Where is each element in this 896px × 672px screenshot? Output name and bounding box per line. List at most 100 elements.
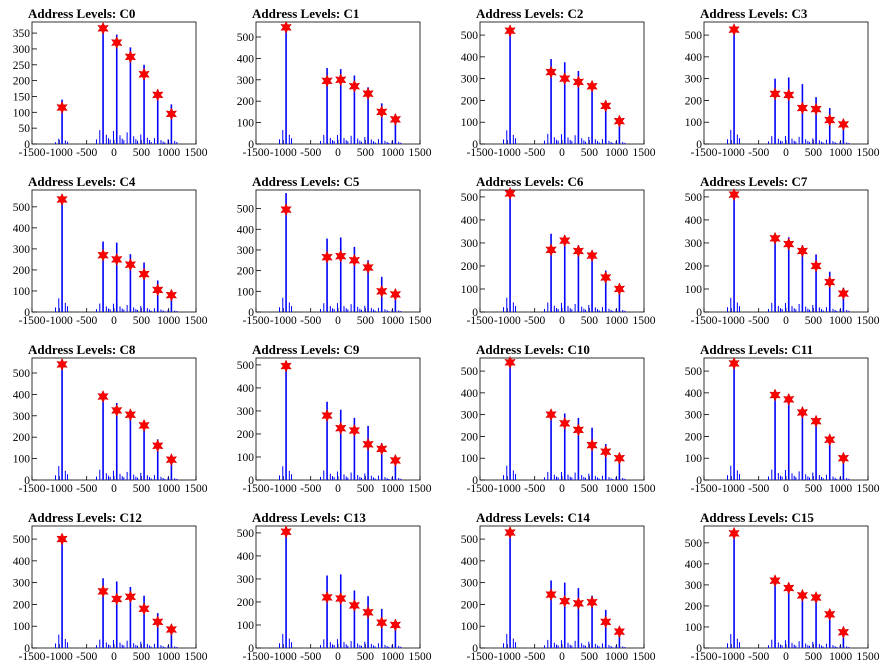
x-tick-label: -500 <box>524 315 545 327</box>
x-tick-label: -1500 <box>243 147 270 159</box>
x-tick-label: 500 <box>581 483 599 495</box>
y-tick-label: 100 <box>461 621 479 633</box>
star-icon <box>559 234 571 248</box>
y-tick-label: 500 <box>685 366 703 378</box>
star-icon <box>824 275 836 289</box>
y-tick-label: 500 <box>685 192 703 204</box>
star-icon <box>796 405 809 420</box>
chart-title: Address Levels: C14 <box>476 510 590 525</box>
star-icon <box>124 258 137 272</box>
x-tick-label: -500 <box>76 483 97 495</box>
y-tick-label: 300 <box>461 578 479 590</box>
star-icon <box>335 73 347 87</box>
y-tick-label: 250 <box>13 60 31 72</box>
x-tick-label: -1000 <box>494 147 521 159</box>
x-tick-label: 500 <box>133 483 151 495</box>
x-tick-label: -500 <box>748 483 769 495</box>
y-tick-label: 300 <box>461 410 479 422</box>
star-icon <box>389 112 402 127</box>
y-tick-label: 350 <box>13 28 31 40</box>
x-tick-label: 1000 <box>381 483 404 495</box>
x-tick-label: 0 <box>559 651 565 663</box>
star-icon <box>321 74 333 88</box>
star-icon <box>783 581 795 595</box>
x-tick-label: 500 <box>805 315 823 327</box>
star-icon <box>572 244 585 258</box>
x-tick-label: -1000 <box>270 147 297 159</box>
y-tick-label: 300 <box>685 238 703 250</box>
star-icon <box>613 451 626 465</box>
star-icon <box>728 23 740 37</box>
chart-panel: Address Levels: C4 0 100 200 300 400 500 -1500-… <box>0 168 224 336</box>
x-tick-label: 0 <box>335 651 341 663</box>
star-icon <box>376 284 388 298</box>
star-icon <box>165 453 178 467</box>
x-tick-label: 0 <box>335 147 341 159</box>
chart-svg: Address Levels: C50100200300400500-1500-… <box>237 174 432 327</box>
x-tick-label: -1500 <box>243 651 270 663</box>
star-icon <box>769 87 781 101</box>
star-icon <box>348 79 361 93</box>
y-tick-label: 200 <box>461 261 479 273</box>
star-icon <box>389 287 402 302</box>
y-tick-label: 400 <box>685 215 703 227</box>
y-tick-label: 100 <box>461 117 479 129</box>
x-tick-label: 1500 <box>409 147 432 159</box>
y-tick-label: 0 <box>696 307 702 319</box>
y-tick-label: 50 <box>19 123 31 135</box>
star-icon <box>728 187 740 202</box>
y-tick-label: 400 <box>685 388 703 400</box>
star-icon <box>97 389 109 404</box>
y-tick-label: 300 <box>237 75 255 87</box>
y-tick-label: 100 <box>461 453 479 465</box>
y-tick-label: 100 <box>13 621 31 633</box>
x-tick-label: -1500 <box>19 315 46 327</box>
y-tick-label: 100 <box>237 286 255 298</box>
star-icon <box>728 526 740 540</box>
star-icon <box>613 282 626 296</box>
star-icon <box>362 260 374 275</box>
chart-title: Address Levels: C12 <box>28 510 142 525</box>
x-tick-label: -500 <box>748 315 769 327</box>
y-tick-label: 0 <box>248 139 254 151</box>
y-tick-label: 200 <box>13 76 31 88</box>
y-tick-label: 300 <box>13 44 31 56</box>
x-tick-label: 1500 <box>185 483 208 495</box>
y-tick-label: 0 <box>248 307 254 319</box>
x-tick-label: -1500 <box>691 315 718 327</box>
star-icon <box>124 590 137 604</box>
star-icon <box>348 423 361 438</box>
star-icon <box>504 186 516 201</box>
star-icon <box>796 244 809 258</box>
x-tick-label: 0 <box>111 147 117 159</box>
star-icon <box>824 433 836 447</box>
star-icon <box>335 421 347 435</box>
x-tick-label: -1000 <box>718 315 745 327</box>
x-tick-label: 1500 <box>185 315 208 327</box>
x-tick-label: 0 <box>783 315 789 327</box>
star-icon <box>559 416 571 430</box>
x-tick-label: -1500 <box>467 147 494 159</box>
star-icon <box>56 357 68 372</box>
y-tick-label: 0 <box>24 475 30 487</box>
y-tick-label: 0 <box>24 643 30 655</box>
y-tick-label: 100 <box>685 284 703 296</box>
x-tick-label: -1500 <box>243 315 270 327</box>
star-icon <box>321 408 333 423</box>
chart-title: Address Levels: C5 <box>252 174 360 189</box>
star-icon <box>572 596 585 610</box>
y-tick-label: 0 <box>472 475 478 487</box>
x-tick-label: -500 <box>76 651 97 663</box>
star-icon <box>504 525 516 540</box>
y-tick-label: 100 <box>237 620 255 632</box>
star-icon <box>572 423 585 437</box>
y-tick-label: 300 <box>685 410 703 422</box>
y-tick-label: 400 <box>685 559 703 571</box>
x-tick-label: 1500 <box>857 315 880 327</box>
y-tick-label: 300 <box>237 574 255 586</box>
star-icon <box>837 117 850 132</box>
x-tick-label: 500 <box>805 483 823 495</box>
x-tick-label: 500 <box>581 651 599 663</box>
chart-svg: Address Levels: C80100200300400500-1500-… <box>13 342 208 495</box>
y-tick-label: 400 <box>237 551 255 563</box>
